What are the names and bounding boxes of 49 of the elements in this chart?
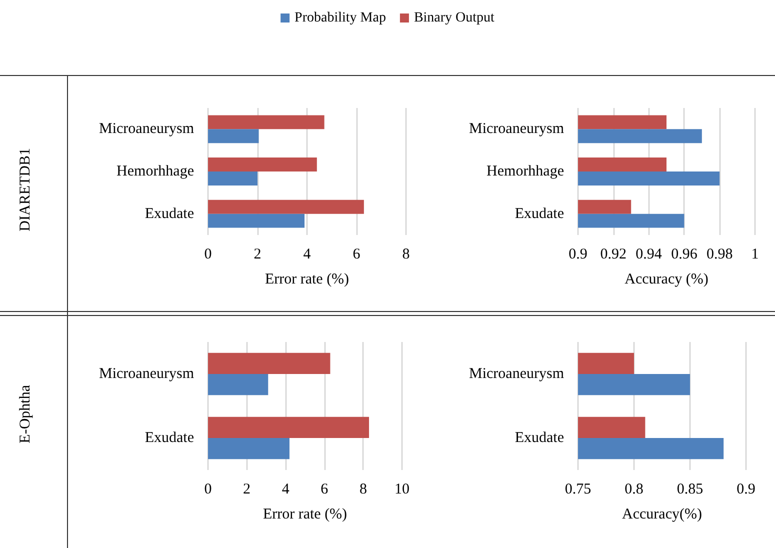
bar <box>208 352 330 374</box>
x-tick-label: 6 <box>320 482 329 498</box>
x-tick-label: 0.92 <box>600 246 627 262</box>
y-tick-label: Microaneurysm <box>99 121 194 138</box>
x-tick-label: 0.98 <box>706 246 733 262</box>
bar <box>208 438 290 460</box>
x-tick-label: 0.94 <box>636 246 662 262</box>
y-tick-label: Exudate <box>144 430 194 446</box>
bar <box>208 214 305 228</box>
y-tick-label: Hemorhhage <box>486 164 564 180</box>
legend-label: Probability Map <box>294 10 386 26</box>
x-tick-label: 2 <box>254 246 262 262</box>
x-tick-label: 0.75 <box>564 482 592 498</box>
x-tick-label: 0.9 <box>736 482 756 498</box>
bar <box>208 115 324 130</box>
y-axis-title: E-Ophtha <box>18 384 34 444</box>
x-tick-label: 4 <box>282 482 290 498</box>
x-tick-label: 1 <box>751 246 759 262</box>
x-tick-label: 2 <box>243 482 251 498</box>
y-tick-label: Microaneurysm <box>469 366 564 382</box>
x-axis-title: Error rate (%) <box>264 272 350 288</box>
bar <box>208 129 259 144</box>
y-tick-label: Exudate <box>144 206 194 222</box>
x-axis-title: Accuracy (%) <box>624 272 708 288</box>
bar <box>208 158 317 172</box>
y-tick-label: Exudate <box>514 430 564 446</box>
y-tick-label: Exudate <box>514 206 564 222</box>
x-tick-label: 10 <box>394 482 410 498</box>
x-tick-label: 8 <box>359 482 367 498</box>
legend-label: Binary Output <box>414 10 495 26</box>
bar <box>208 200 364 214</box>
x-tick-label: 0.8 <box>624 482 644 498</box>
y-tick-label: Microaneurysm <box>469 121 564 138</box>
x-axis-title: Accuracy(%) <box>622 506 702 522</box>
x-tick-label: 0.96 <box>671 246 698 262</box>
x-tick-label: 6 <box>352 246 361 262</box>
x-tick-label: 0.9 <box>568 246 588 262</box>
y-tick-label: Hemorhhage <box>116 164 194 180</box>
x-tick-label: 0 <box>204 246 212 262</box>
x-axis-title: Error rate (%) <box>262 506 348 522</box>
y-tick-label: Microaneurysm <box>99 366 194 382</box>
bar <box>208 172 258 186</box>
x-tick-label: 8 <box>402 246 410 262</box>
x-tick-label: 0.85 <box>676 482 704 498</box>
bar <box>208 416 370 438</box>
bar <box>208 374 268 396</box>
y-axis-title: DIARETDB1 <box>18 148 34 232</box>
x-tick-label: 0 <box>204 482 212 498</box>
x-tick-label: 4 <box>303 246 312 262</box>
